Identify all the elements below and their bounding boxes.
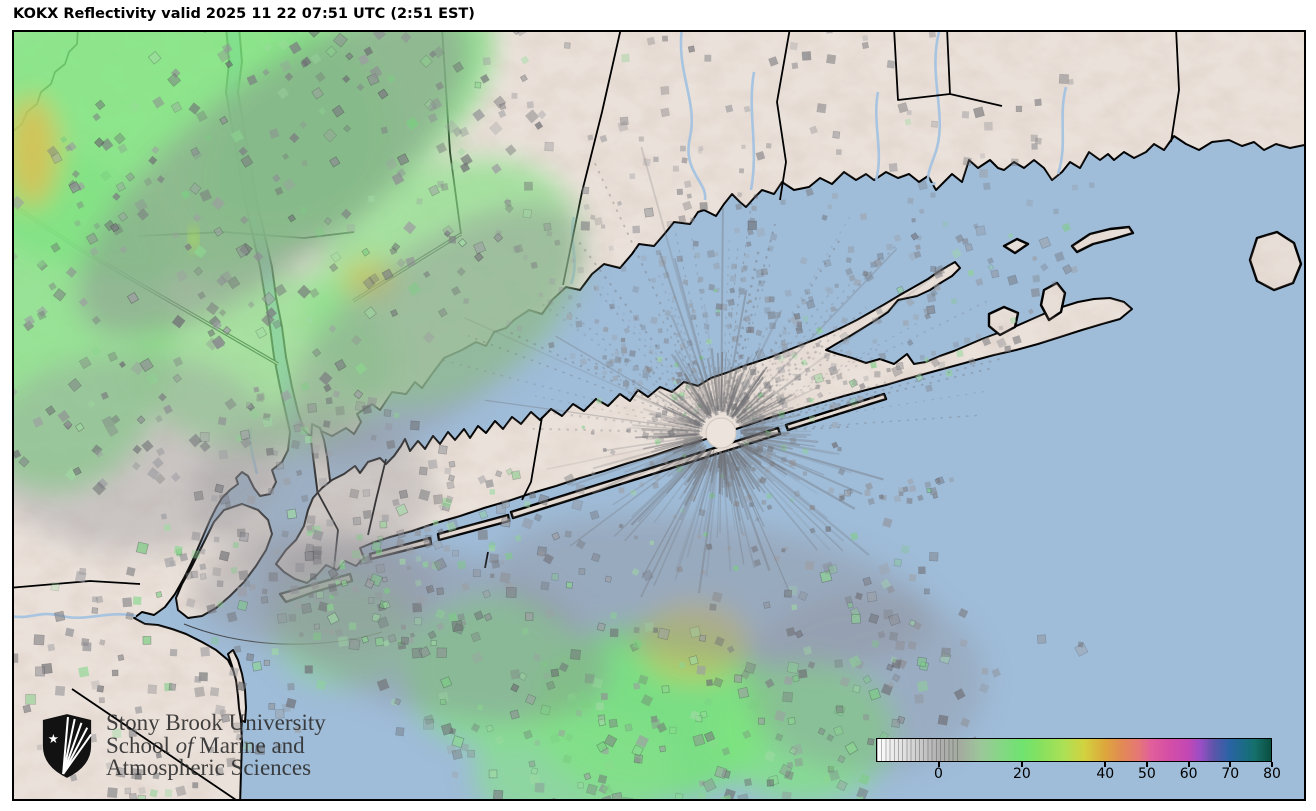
radar-site-marker [705, 417, 737, 449]
echo-detail-layer [190, 228, 197, 250]
colorbar-tick [1187, 762, 1190, 767]
logo-line-2: School of Marine and [106, 732, 305, 758]
border-new-london-county [893, 32, 1003, 107]
colorbar-tick [1271, 762, 1273, 767]
border-newhaven-middlesex [776, 32, 791, 201]
logo-line-3: Atmospheric Sciences [106, 755, 312, 780]
river-guilford [874, 91, 881, 181]
colorbar-tick-label: 50 [1138, 766, 1156, 782]
sbu-shield-icon: ★ [42, 714, 92, 778]
colorbar-tick-label: 80 [1263, 766, 1281, 782]
colorbar-tick [1020, 762, 1023, 767]
river-quinnipiac [749, 71, 756, 191]
radar-spokes [437, 146, 1005, 598]
sbu-logo-text: Stony Brook University School of Marine … [106, 710, 326, 780]
colorbar-tick [1229, 762, 1232, 767]
colorbar-tick [1145, 762, 1148, 767]
colorbar-tick-label: 40 [1096, 766, 1115, 782]
colorbar-tick-label: 70 [1221, 766, 1240, 782]
colorbar-tick [937, 762, 940, 767]
river-connecticut [926, 32, 942, 186]
colorbar-tick-label: 60 [1179, 766, 1198, 782]
clutter-layer [14, 32, 1095, 799]
reflectivity-colorbar [876, 738, 1272, 762]
border-ct-ri [1170, 32, 1180, 143]
colorbar-hatch-region [877, 739, 960, 761]
river-thames [1056, 86, 1068, 175]
colorbar-tick-label: 0 [934, 766, 943, 782]
border-nj-union-middlesex [14, 580, 141, 589]
colorbar-tick-label: 20 [1012, 766, 1031, 782]
page-title: KOKX Reflectivity valid 2025 11 22 07:51… [13, 6, 475, 22]
stony-brook-logo: ★ Stony Brook University School of Marin… [40, 710, 326, 780]
map-canvas [12, 30, 1306, 801]
colorbar-tick [1104, 762, 1107, 767]
svg-text:★: ★ [48, 731, 59, 746]
logo-line-1: Stony Brook University [106, 710, 326, 735]
river-housatonic [679, 32, 707, 201]
border-nj-monmouth [71, 688, 237, 799]
echo-layer [14, 32, 984, 799]
map-svg [14, 32, 1304, 799]
